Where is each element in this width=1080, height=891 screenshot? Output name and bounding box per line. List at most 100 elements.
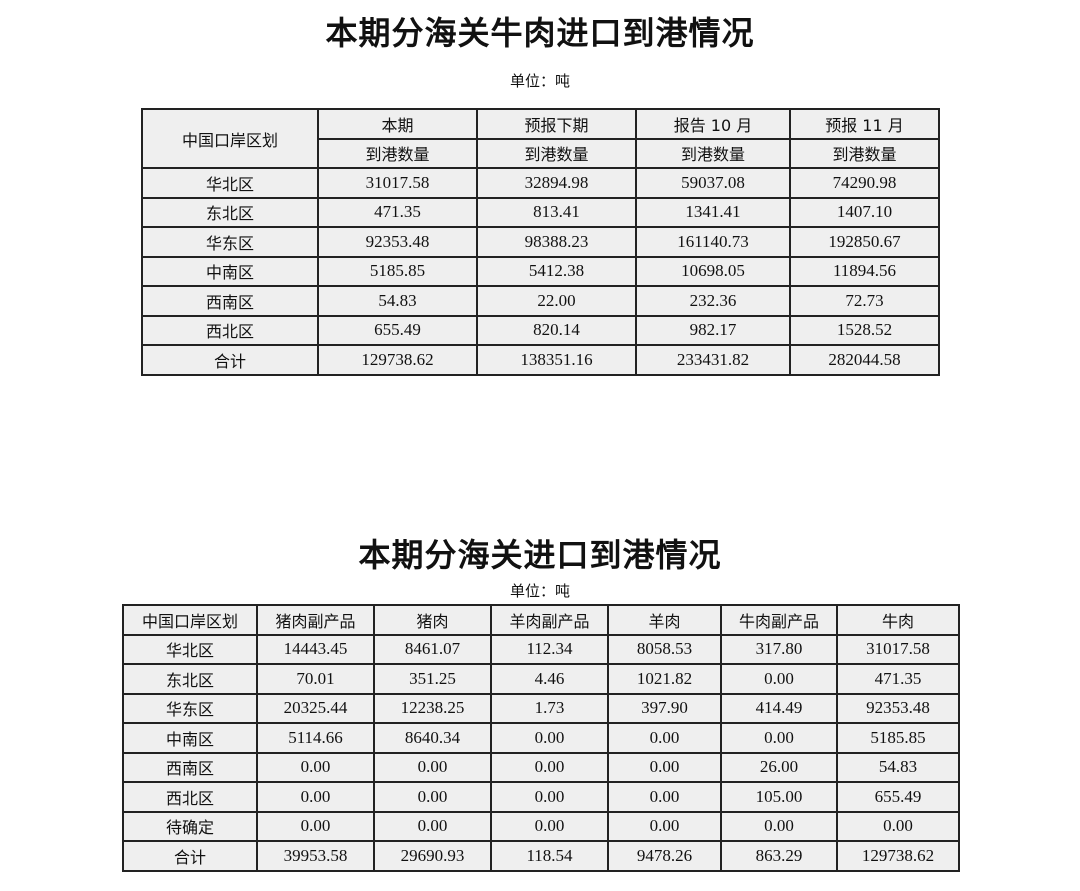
value-cell: 10698.05 [635, 255, 791, 287]
value-cell: 233431.82 [635, 344, 791, 376]
table-row: 中南区 5185.85 5412.38 10698.05 11894.56 [141, 255, 940, 287]
region-cell: 西北区 [122, 781, 258, 813]
header-row: 中国口岸区划 猪肉副产品 猪肉 羊肉副产品 羊肉 牛肉副产品 牛肉 [122, 604, 960, 636]
region-cell: 东北区 [122, 663, 258, 695]
imports-table-title: 本期分海关进口到港情况 [358, 536, 722, 574]
table-row: 东北区 471.35 813.41 1341.41 1407.10 [141, 196, 940, 228]
value-cell: 98388.23 [476, 226, 637, 258]
value-cell: 414.49 [720, 692, 838, 724]
region-cell: 华北区 [122, 633, 258, 665]
column-header: 牛肉 [836, 604, 960, 636]
value-cell: 39953.58 [256, 840, 375, 872]
value-cell: 31017.58 [836, 633, 960, 665]
value-cell: 820.14 [476, 314, 637, 346]
value-cell: 31017.58 [317, 167, 478, 199]
column-header: 猪肉 [373, 604, 492, 636]
region-cell: 中南区 [141, 255, 319, 287]
value-cell: 0.00 [373, 751, 492, 783]
sub-header: 到港数量 [789, 137, 940, 169]
value-cell: 0.00 [607, 722, 722, 754]
value-cell: 129738.62 [317, 344, 478, 376]
value-cell: 0.00 [256, 751, 375, 783]
value-cell: 397.90 [607, 692, 722, 724]
imports-table-unit: 单位：吨 [509, 582, 570, 600]
table-row: 东北区 70.01 351.25 4.46 1021.82 0.00 471.35 [122, 663, 960, 695]
table-row: 西南区 0.00 0.00 0.00 0.00 26.00 54.83 [122, 751, 960, 783]
column-header: 羊肉 [607, 604, 722, 636]
value-cell: 54.83 [836, 751, 960, 783]
table-row: 西北区 0.00 0.00 0.00 0.00 105.00 655.49 [122, 781, 960, 813]
table-row: 西南区 54.83 22.00 232.36 72.73 [141, 285, 940, 317]
value-cell: 1528.52 [789, 314, 940, 346]
beef-table-title: 本期分海关牛肉进口到港情况 [325, 14, 755, 52]
value-cell: 14443.45 [256, 633, 375, 665]
table-row: 华北区 14443.45 8461.07 112.34 8058.53 317.80 310… [122, 633, 960, 665]
value-cell: 232.36 [635, 285, 791, 317]
region-cell: 西北区 [141, 314, 319, 346]
value-cell: 0.00 [836, 810, 960, 842]
region-cell: 中南区 [122, 722, 258, 754]
region-cell: 西南区 [141, 285, 319, 317]
sub-header: 到港数量 [635, 137, 791, 169]
value-cell: 5185.85 [836, 722, 960, 754]
value-cell: 138351.16 [476, 344, 637, 376]
value-cell: 0.00 [490, 781, 609, 813]
value-cell: 655.49 [317, 314, 478, 346]
value-cell: 0.00 [256, 781, 375, 813]
value-cell: 317.80 [720, 633, 838, 665]
value-cell: 0.00 [490, 751, 609, 783]
value-cell: 54.83 [317, 285, 478, 317]
value-cell: 655.49 [836, 781, 960, 813]
region-cell: 合计 [122, 840, 258, 872]
beef-arrivals-table: 中国口岸区划 本期 预报下期 报告 10 月 预报 11 月 到港数量 到港数量… [141, 108, 940, 376]
value-cell: 105.00 [720, 781, 838, 813]
table-row: 华东区 20325.44 12238.25 1.73 397.90 414.49 92353… [122, 692, 960, 724]
region-cell: 西南区 [122, 751, 258, 783]
value-cell: 863.29 [720, 840, 838, 872]
value-cell: 5114.66 [256, 722, 375, 754]
value-cell: 59037.08 [635, 167, 791, 199]
value-cell: 0.00 [607, 781, 722, 813]
value-cell: 0.00 [720, 722, 838, 754]
region-cell: 待确定 [122, 810, 258, 842]
subheader-row: 到港数量 到港数量 到港数量 到港数量 [142, 137, 940, 169]
value-cell: 5412.38 [476, 255, 637, 287]
value-cell: 92353.48 [836, 692, 960, 724]
value-cell: 1.73 [490, 692, 609, 724]
value-cell: 0.00 [373, 781, 492, 813]
region-cell: 合计 [141, 344, 319, 376]
period-header: 本期 [317, 108, 478, 140]
region-header: 中国口岸区划 [141, 108, 319, 169]
table-row: 西北区 655.49 820.14 982.17 1528.52 [141, 314, 940, 346]
value-cell: 8058.53 [607, 633, 722, 665]
value-cell: 5185.85 [317, 255, 478, 287]
value-cell: 32894.98 [476, 167, 637, 199]
value-cell: 112.34 [490, 633, 609, 665]
sub-header: 到港数量 [317, 137, 478, 169]
value-cell: 192850.67 [789, 226, 940, 258]
value-cell: 1341.41 [635, 196, 791, 228]
region-cell: 东北区 [141, 196, 319, 228]
value-cell: 0.00 [373, 810, 492, 842]
imports-arrivals-table: 中国口岸区划 猪肉副产品 猪肉 羊肉副产品 羊肉 牛肉副产品 牛肉 华北区 14443.45 8… [122, 604, 960, 872]
value-cell: 0.00 [607, 810, 722, 842]
beef-table-unit: 单位：吨 [509, 72, 570, 90]
value-cell: 74290.98 [789, 167, 940, 199]
value-cell: 471.35 [836, 663, 960, 695]
value-cell: 129738.62 [836, 840, 960, 872]
value-cell: 4.46 [490, 663, 609, 695]
value-cell: 982.17 [635, 314, 791, 346]
value-cell: 471.35 [317, 196, 478, 228]
table-row: 待确定 0.00 0.00 0.00 0.00 0.00 0.00 [122, 810, 960, 842]
value-cell: 0.00 [607, 751, 722, 783]
region-cell: 华北区 [141, 167, 319, 199]
value-cell: 1407.10 [789, 196, 940, 228]
value-cell: 282044.58 [789, 344, 940, 376]
value-cell: 161140.73 [635, 226, 791, 258]
column-header: 中国口岸区划 [122, 604, 258, 636]
table-row: 华东区 92353.48 98388.23 161140.73 192850.67 [141, 226, 940, 258]
region-cell: 华东区 [122, 692, 258, 724]
value-cell: 0.00 [720, 663, 838, 695]
region-cell: 华东区 [141, 226, 319, 258]
column-header: 羊肉副产品 [490, 604, 609, 636]
